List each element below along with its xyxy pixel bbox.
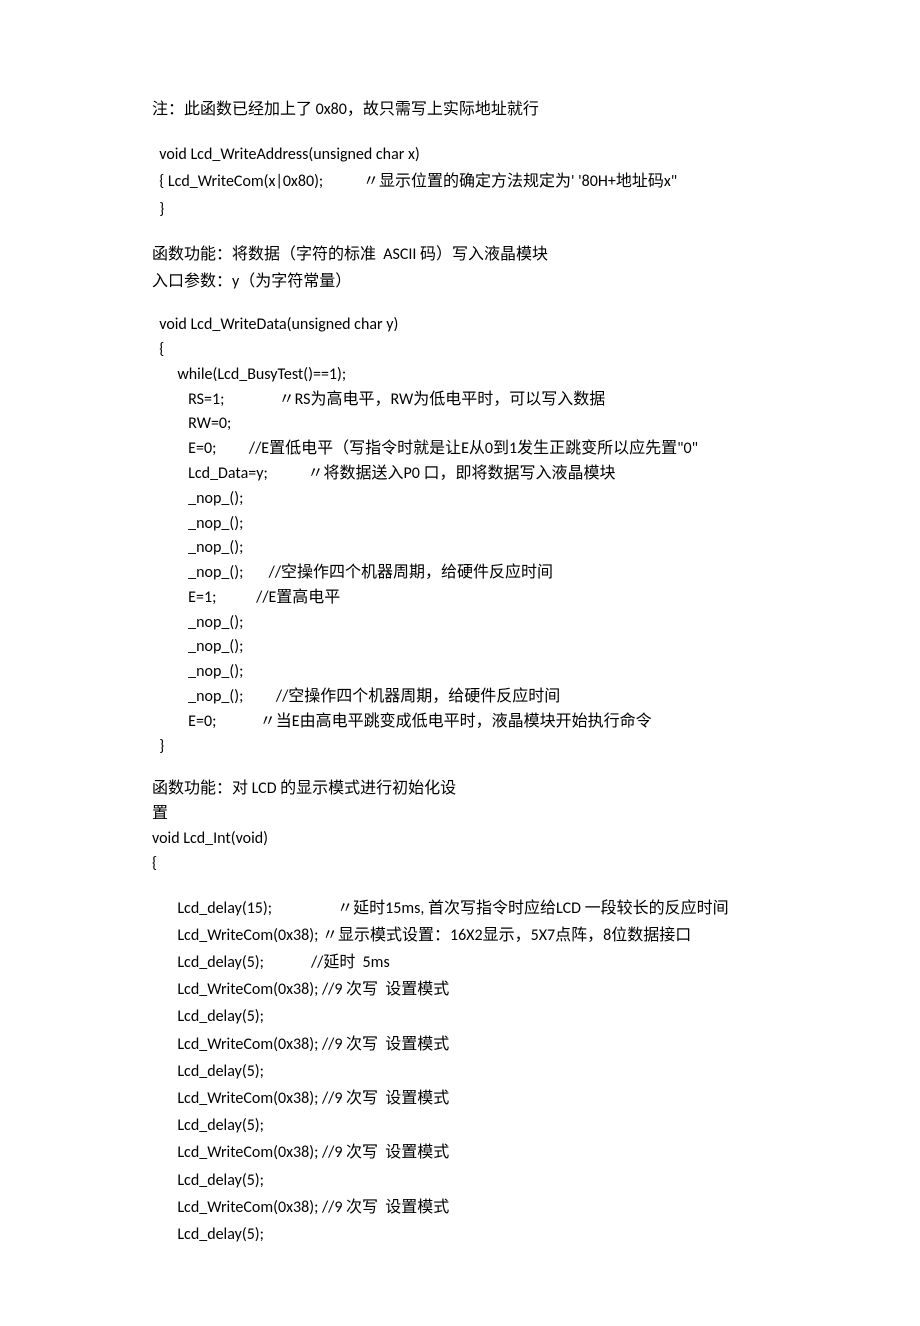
code-line: _nop_(); [152, 487, 820, 512]
code-block-writedata: void Lcd_WriteData(unsigned char y) { wh… [152, 313, 820, 759]
code-line: Lcd_delay(5); [152, 1003, 820, 1030]
code-line: } [152, 196, 820, 223]
text-line: 入口参数：y（为字符常量） [152, 268, 820, 295]
document-page: 注：此函数已经加上了 0x80，故只需写上实际地址就行 void Lcd_Wri… [0, 0, 920, 1326]
code-line: Lcd_delay(5); [152, 1167, 820, 1194]
code-line: _nop_(); [152, 611, 820, 636]
code-line: void Lcd_WriteData(unsigned char y) [152, 313, 820, 338]
code-line: _nop_(); //空操作四个机器周期，给硬件反应时间 [152, 685, 820, 710]
code-line: _nop_(); [152, 512, 820, 537]
code-line: E=0; //E置低电平（写指令时就是让E从0到1发生正跳变所以应先置"0" [152, 437, 820, 462]
code-line: _nop_(); //空操作四个机器周期，给硬件反应时间 [152, 561, 820, 586]
text-line: 注：此函数已经加上了 0x80，故只需写上实际地址就行 [152, 96, 820, 123]
code-line: } [152, 735, 820, 760]
code-line: Lcd_WriteCom(0x38); 〃显示模式设置：16X2显示，5X7点阵… [152, 922, 820, 949]
code-line: void Lcd_Int(void) [152, 827, 820, 852]
code-line: Lcd_delay(5); [152, 1058, 820, 1085]
text-line: 函数功能：将数据（字符的标准 ASCII 码）写入液晶模块 [152, 241, 820, 268]
text-line: 置 [152, 802, 820, 827]
desc-block-writedata: 函数功能：将数据（字符的标准 ASCII 码）写入液晶模块 入口参数：y（为字符… [152, 241, 820, 295]
desc-block-lcdint: 函数功能：对 LCD 的显示模式进行初始化设 置 void Lcd_Int(vo… [152, 777, 820, 876]
code-line: E=0; 〃当E由高电平跳变成低电平时，液晶模块开始执行命令 [152, 710, 820, 735]
note-block: 注：此函数已经加上了 0x80，故只需写上实际地址就行 [152, 96, 820, 123]
code-line: { [152, 338, 820, 363]
code-line: E=1; //E置高电平 [152, 586, 820, 611]
text-line: 函数功能：对 LCD 的显示模式进行初始化设 [152, 777, 820, 802]
code-block-writeaddress: void Lcd_WriteAddress(unsigned char x) {… [152, 141, 820, 223]
code-line: Lcd_WriteCom(0x38); //9 次写 设置模式 [152, 1031, 820, 1058]
code-line: Lcd_delay(5); [152, 1221, 820, 1248]
code-line: _nop_(); [152, 660, 820, 685]
code-line: Lcd_delay(15); 〃延时15ms, 首次写指令时应给LCD 一段较长… [152, 895, 820, 922]
code-block-lcdint: Lcd_delay(15); 〃延时15ms, 首次写指令时应给LCD 一段较长… [152, 895, 820, 1248]
code-line: _nop_(); [152, 536, 820, 561]
code-line: Lcd_WriteCom(0x38); //9 次写 设置模式 [152, 976, 820, 1003]
code-line: Lcd_WriteCom(0x38); //9 次写 设置模式 [152, 1139, 820, 1166]
code-line: void Lcd_WriteAddress(unsigned char x) [152, 141, 820, 168]
code-line: Lcd_Data=y; 〃将数据送入P0 口，即将数据写入液晶模块 [152, 462, 820, 487]
code-line: Lcd_delay(5); //延时 5ms [152, 949, 820, 976]
code-line: Lcd_WriteCom(0x38); //9 次写 设置模式 [152, 1085, 820, 1112]
code-line: Lcd_delay(5); [152, 1112, 820, 1139]
code-line: _nop_(); [152, 635, 820, 660]
code-line: while(Lcd_BusyTest()==1); [152, 363, 820, 388]
code-line: { [152, 852, 820, 877]
code-line: Lcd_WriteCom(0x38); //9 次写 设置模式 [152, 1194, 820, 1221]
code-line: RW=0; [152, 412, 820, 437]
code-line: RS=1; 〃RS为高电平，RW为低电平时，可以写入数据 [152, 388, 820, 413]
code-line: { Lcd_WriteCom(x|0x80); 〃显示位置的确定方法规定为' '… [152, 168, 820, 195]
